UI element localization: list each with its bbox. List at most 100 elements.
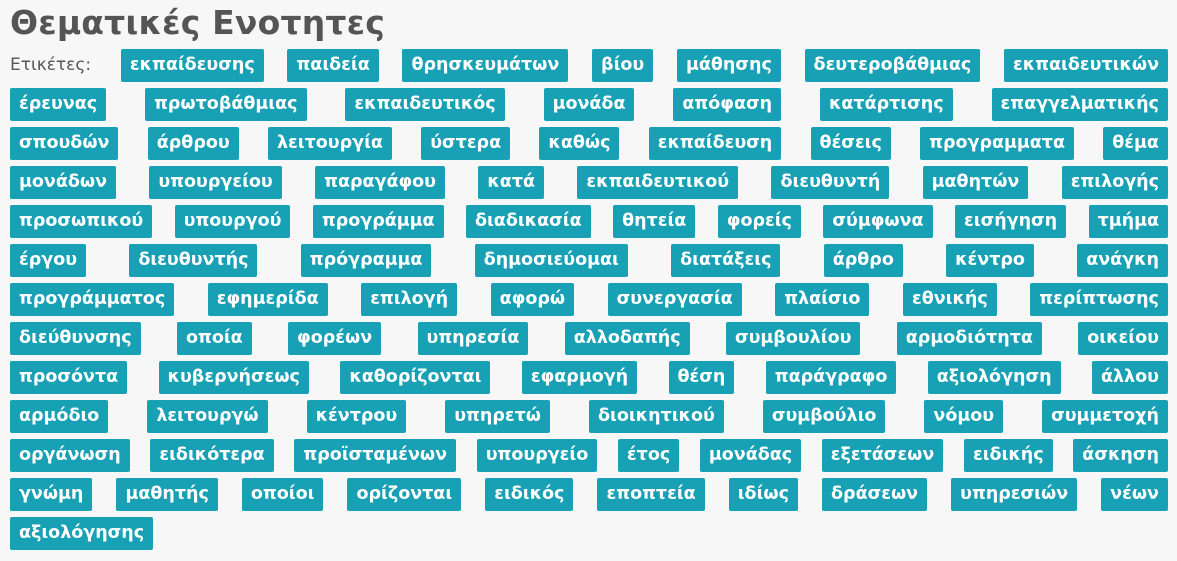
tag-link[interactable]: πρόγραμμα: [300, 244, 432, 277]
tag-link[interactable]: άσκηση: [1073, 439, 1168, 472]
tag-link[interactable]: εκπαιδευτικού: [577, 166, 739, 199]
tag-link[interactable]: άρθρο: [823, 244, 903, 277]
tag-link[interactable]: διοικητικού: [588, 400, 724, 433]
tag-link[interactable]: εξετάσεων: [821, 439, 944, 472]
tag-link[interactable]: προγραμματα: [920, 127, 1074, 160]
tag-link[interactable]: ιδίως: [728, 478, 798, 511]
tag-link[interactable]: αρμόδιο: [10, 400, 109, 433]
tag-link[interactable]: έρευνας: [10, 88, 107, 121]
tag-link[interactable]: διαδικασία: [465, 205, 591, 238]
tag-link[interactable]: εκπαίδευσης: [120, 49, 264, 82]
tag-link[interactable]: μαθητών: [922, 166, 1029, 199]
tag-link[interactable]: μονάδων: [10, 166, 116, 199]
tag-link[interactable]: οποία: [176, 322, 252, 355]
tag-link[interactable]: ανάγκη: [1077, 244, 1168, 277]
tag-link[interactable]: καθώς: [539, 127, 620, 160]
tag-link[interactable]: αφορώ: [490, 283, 575, 316]
tag-link[interactable]: πλαίσιο: [775, 283, 870, 316]
tag-link[interactable]: άρθρου: [147, 127, 239, 160]
tag-link[interactable]: εφημερίδα: [207, 283, 328, 316]
tag-link[interactable]: εκπαιδευτικών: [1004, 49, 1168, 82]
tag-link[interactable]: βίου: [592, 49, 654, 82]
tag-link[interactable]: επιλογής: [1061, 166, 1168, 199]
tag-link[interactable]: ειδικής: [963, 439, 1053, 472]
tag-link[interactable]: έργου: [10, 244, 87, 277]
tag-link[interactable]: εθνικής: [902, 283, 997, 316]
tag-link[interactable]: μαθητής: [116, 478, 218, 511]
tag-link[interactable]: έτος: [617, 439, 680, 472]
tag-link[interactable]: διευθυντή: [771, 166, 890, 199]
tag-link[interactable]: θέση: [668, 361, 735, 394]
tag-link[interactable]: συνεργασία: [607, 283, 742, 316]
tag-link[interactable]: προσωπικού: [10, 205, 153, 238]
tag-link[interactable]: αξιολόγηση: [927, 361, 1061, 394]
tag-link[interactable]: μονάδας: [699, 439, 802, 472]
tag-link[interactable]: οικείου: [1078, 322, 1168, 355]
tag-link[interactable]: συμμετοχή: [1042, 400, 1168, 433]
tag-link[interactable]: κατάρτισης: [819, 88, 953, 121]
tag-link[interactable]: προγράμμα: [312, 205, 444, 238]
tag-link[interactable]: διατάξεις: [671, 244, 781, 277]
tag-link[interactable]: ύστερα: [421, 127, 511, 160]
tag-link[interactable]: κέντρο: [946, 244, 1034, 277]
tag-link[interactable]: κυβερνήσεως: [158, 361, 309, 394]
tag-link[interactable]: ειδικός: [485, 478, 574, 511]
tag-link[interactable]: τμήμα: [1088, 205, 1168, 238]
tag-link[interactable]: απόφαση: [673, 88, 782, 121]
tag-link[interactable]: υπηρεσία: [417, 322, 529, 355]
tag-link[interactable]: υπηρεσιών: [951, 478, 1078, 511]
tag-link[interactable]: θέμα: [1103, 127, 1168, 160]
tag-link[interactable]: κατά: [478, 166, 545, 199]
tag-link[interactable]: παραγάφου: [315, 166, 445, 199]
tag-link[interactable]: εισήγηση: [955, 205, 1067, 238]
tag-link[interactable]: αλλοδαπής: [564, 322, 690, 355]
tag-link[interactable]: θητεία: [613, 205, 696, 238]
tag-link[interactable]: αξιολόγησης: [10, 517, 154, 550]
tag-link[interactable]: φορέων: [288, 322, 382, 355]
tag-link[interactable]: φορείς: [717, 205, 801, 238]
tag-link[interactable]: μονάδα: [543, 88, 635, 121]
tag-link[interactable]: κέντρου: [306, 400, 407, 433]
tag-link[interactable]: εποπτεία: [597, 478, 705, 511]
tag-link[interactable]: αρμοδιότητα: [896, 322, 1042, 355]
tag-link[interactable]: συμβουλίου: [725, 322, 861, 355]
tag-link[interactable]: παράγραφο: [765, 361, 897, 394]
tag-link[interactable]: διευθυντής: [129, 244, 258, 277]
tag-link[interactable]: δευτεροβάθμιας: [804, 49, 981, 82]
tag-link[interactable]: μάθησης: [676, 49, 781, 82]
tag-link[interactable]: ειδικότερα: [150, 439, 274, 472]
tag-link[interactable]: θέσεις: [810, 127, 891, 160]
tag-link[interactable]: οργάνωση: [10, 439, 130, 472]
tag-link[interactable]: προϊσταμένων: [294, 439, 457, 472]
tag-link[interactable]: εφαρμογή: [521, 361, 638, 394]
tag-link[interactable]: δράσεων: [822, 478, 928, 511]
tag-link[interactable]: συμβούλιο: [762, 400, 886, 433]
tag-link[interactable]: λειτουργία: [267, 127, 392, 160]
tag-link[interactable]: επαγγελματικής: [991, 88, 1168, 121]
tag-link[interactable]: γνώμη: [10, 478, 93, 511]
tag-link[interactable]: υπουργείο: [476, 439, 598, 472]
tag-link[interactable]: παιδεία: [287, 49, 379, 82]
tag-link[interactable]: θρησκευμάτων: [402, 49, 569, 82]
tag-link[interactable]: καθορίζονται: [340, 361, 491, 394]
tag-link[interactable]: νέων: [1101, 478, 1168, 511]
tag-link[interactable]: προγράμματος: [10, 283, 175, 316]
tag-link[interactable]: προσόντα: [10, 361, 128, 394]
tag-link[interactable]: ορίζονται: [347, 478, 462, 511]
tag-link[interactable]: εκπαιδευτικός: [345, 88, 505, 121]
tag-link[interactable]: νόμου: [924, 400, 1004, 433]
tag-link[interactable]: εκπαίδευση: [648, 127, 782, 160]
tag-link[interactable]: δημοσιεύομαι: [474, 244, 628, 277]
tag-link[interactable]: επιλογή: [361, 283, 458, 316]
tag-link[interactable]: οποίοι: [241, 478, 324, 511]
tag-link[interactable]: σπουδών: [10, 127, 119, 160]
tag-link[interactable]: υπουργείου: [149, 166, 282, 199]
tag-link[interactable]: υπηρετώ: [445, 400, 550, 433]
tag-link[interactable]: άλλου: [1091, 361, 1168, 394]
tag-link[interactable]: περίπτωσης: [1030, 283, 1168, 316]
tag-link[interactable]: σύμφωνα: [823, 205, 933, 238]
tag-link[interactable]: λειτουργώ: [147, 400, 268, 433]
tag-link[interactable]: πρωτοβάθμιας: [145, 88, 307, 121]
tag-link[interactable]: υπουργού: [174, 205, 291, 238]
tag-link[interactable]: διεύθυνσης: [10, 322, 141, 355]
